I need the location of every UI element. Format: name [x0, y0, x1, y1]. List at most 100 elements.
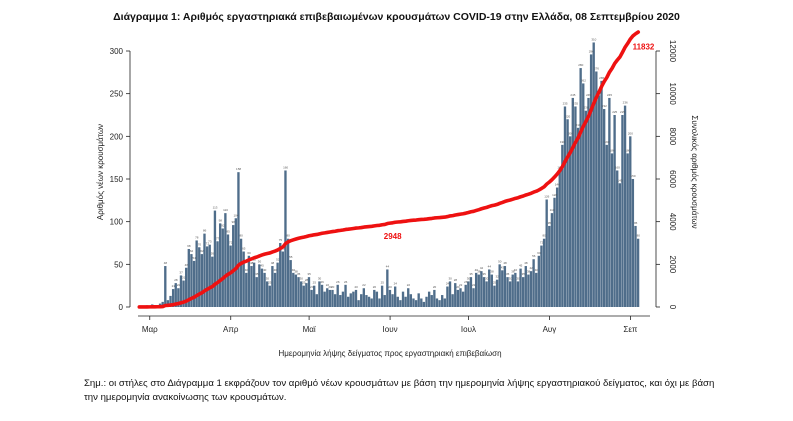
bar	[221, 228, 224, 307]
bar	[213, 210, 217, 307]
bar	[610, 153, 614, 307]
y2-tick-label: 6000	[668, 170, 677, 188]
bar-value-label: 71	[206, 241, 210, 245]
bar	[506, 277, 509, 307]
bar	[245, 272, 248, 307]
y-axis-label: Αριθμός νέων κρουσμάτων	[96, 124, 105, 220]
bar	[461, 291, 465, 307]
bar-value-label: 180	[610, 148, 615, 152]
bar-value-label: 26	[336, 280, 340, 284]
bar-value-label: 44	[386, 264, 390, 268]
bar-value-label: 20	[433, 285, 437, 289]
bar-value-label: 59	[211, 252, 215, 256]
y-tick-label: 100	[110, 218, 124, 227]
x-tick-label: Σεπ	[623, 325, 638, 334]
bar	[435, 298, 439, 307]
bar-value-label: 22	[177, 283, 181, 287]
bar	[456, 289, 460, 307]
bar-value-label: 98	[219, 218, 223, 222]
bar	[164, 266, 167, 307]
bar	[427, 291, 431, 307]
bar-value-label: 40	[245, 268, 249, 272]
bar	[529, 271, 533, 307]
bar	[469, 277, 473, 307]
bar-value-label: 28	[305, 278, 309, 282]
bar	[501, 270, 504, 307]
bar	[185, 267, 188, 307]
bar	[378, 298, 381, 307]
y2-tick-label: 2000	[668, 255, 677, 273]
bar	[341, 291, 345, 307]
bar	[514, 272, 517, 307]
bar-value-label: 52	[253, 258, 257, 262]
bar-value-label: 35	[307, 272, 311, 276]
bar-value-label: 104	[233, 213, 238, 217]
bar-value-label: 200	[568, 131, 573, 135]
bar	[179, 275, 183, 307]
bar	[579, 68, 582, 307]
bar	[626, 153, 629, 307]
bar-value-label: 92	[221, 223, 225, 227]
bar-value-label: 48	[250, 261, 254, 265]
bar	[205, 246, 209, 307]
bar	[459, 288, 462, 307]
bar-value-label: 190	[604, 140, 609, 144]
bar	[346, 296, 350, 307]
bar-value-label: 40	[535, 268, 539, 272]
bar	[623, 105, 627, 307]
bar	[412, 298, 415, 307]
bar-value-label: 158	[236, 167, 241, 171]
bar-value-label: 280	[578, 63, 583, 67]
y-tick-label: 0	[119, 303, 124, 312]
bar	[357, 300, 360, 307]
bar-value-label: 22	[459, 283, 463, 287]
bar	[313, 285, 316, 307]
bar-value-label: 70	[198, 242, 202, 246]
bar-value-label: 35	[482, 272, 486, 276]
bar-value-label: 35	[297, 272, 301, 276]
bar-value-label: 32	[496, 275, 500, 279]
bar-value-label: 26	[344, 280, 348, 284]
bar	[208, 244, 211, 307]
bar	[597, 95, 601, 308]
bar-value-label: 22	[362, 283, 366, 287]
bar	[480, 271, 483, 307]
bar	[576, 127, 580, 307]
bar-value-label: 20	[331, 285, 335, 289]
bar-value-label: 20	[328, 285, 332, 289]
bar-value-label: 140	[555, 183, 560, 187]
bar	[339, 295, 342, 307]
bar-value-label: 180	[625, 148, 630, 152]
bar	[493, 285, 496, 307]
bar	[177, 288, 180, 307]
bar	[396, 296, 399, 307]
bar-value-label: 40	[273, 268, 277, 272]
bar	[239, 238, 243, 307]
bar	[386, 269, 389, 307]
bar-value-label: 245	[586, 93, 591, 97]
y-tick-label: 200	[110, 132, 124, 141]
bar-value-label: 48	[164, 261, 168, 265]
bar-value-label: 126	[544, 194, 549, 198]
bar	[281, 251, 285, 307]
bar	[331, 289, 334, 307]
bar-value-label: 24	[394, 282, 398, 286]
bar	[616, 170, 619, 307]
bar	[433, 289, 436, 307]
bar	[263, 272, 266, 307]
bar-value-label: 265	[599, 76, 604, 80]
bar-value-label: 38	[294, 270, 298, 274]
bar-value-label: 30	[448, 276, 452, 280]
bar	[441, 295, 444, 307]
bar-value-label: 95	[634, 221, 638, 225]
bar-value-label: 210	[576, 123, 581, 127]
bar-value-label: 35	[255, 272, 259, 276]
bar-value-label: 230	[583, 106, 588, 110]
bar	[255, 277, 258, 307]
bar	[349, 293, 352, 307]
bar	[328, 289, 332, 307]
bar-value-label: 86	[203, 229, 207, 233]
bar-value-label: 52	[276, 258, 280, 262]
bar-value-label: 235	[573, 101, 578, 105]
bar	[545, 199, 548, 307]
